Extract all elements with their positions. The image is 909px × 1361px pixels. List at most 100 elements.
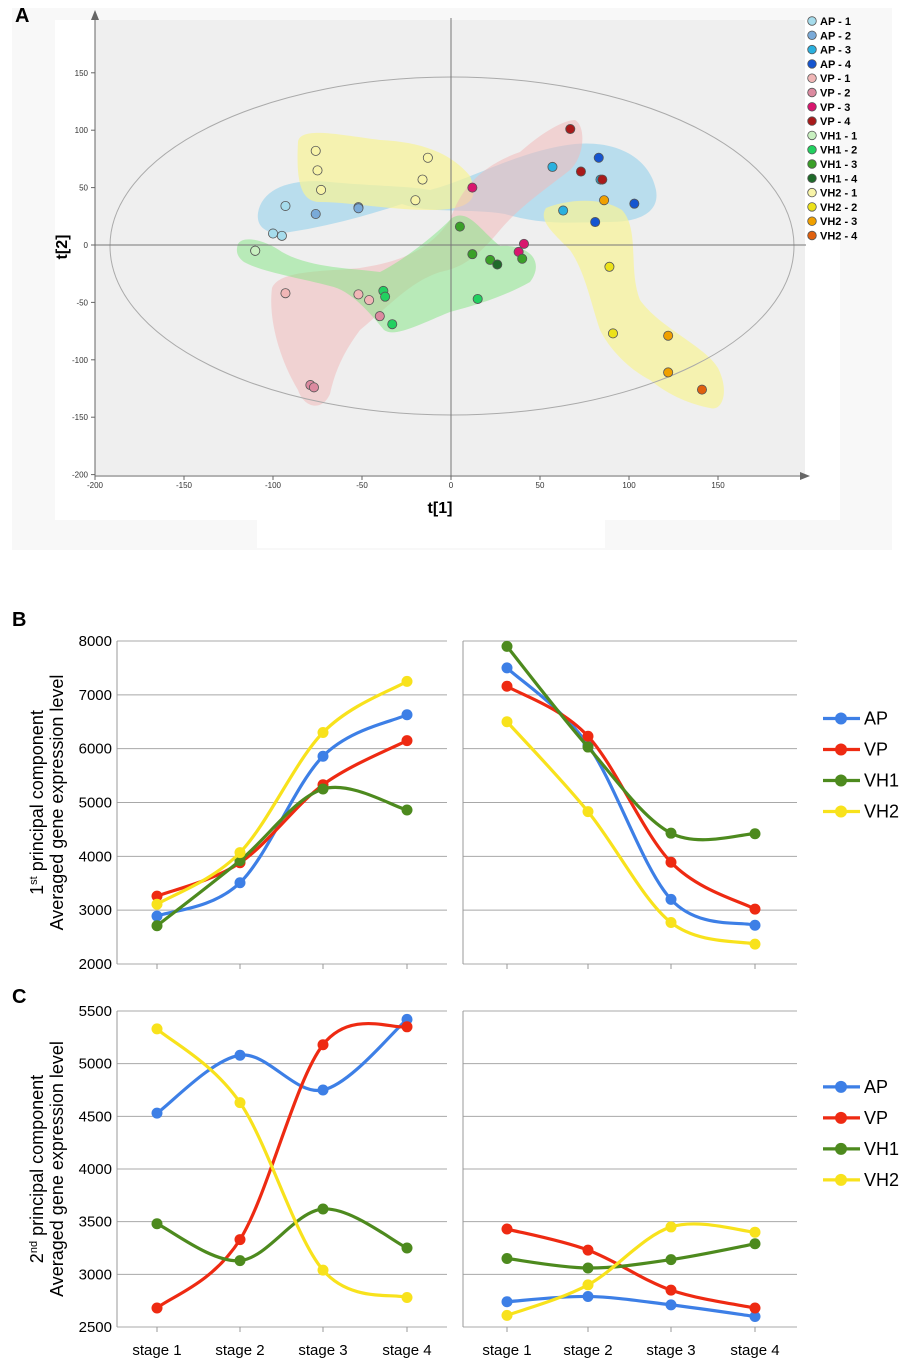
legend-marker-ap [835, 1080, 847, 1093]
scatter-point [316, 184, 327, 195]
y-tick-label: 3000 [79, 1266, 112, 1283]
x-category-label: stage 1 [132, 1342, 181, 1359]
data-point-vh1 [401, 804, 413, 816]
data-point-vh1 [234, 1255, 246, 1267]
y-tick-label: 50 [79, 184, 88, 193]
legend-label: VH1 - 4 [820, 173, 858, 185]
x-category-label: stage 2 [215, 1342, 264, 1359]
y-tick-label: 3500 [79, 1214, 112, 1231]
y-tick-label: 5000 [79, 795, 112, 812]
scatter-chart-a: -200 -150 -100 -50 0 50 100 150 -200 -150 -100 -50 0… [54, 10, 858, 517]
y-tick-label: 7000 [79, 687, 112, 704]
series-line-vp [506, 1227, 756, 1310]
data-point-vh1 [151, 920, 163, 932]
data-point-ap [317, 750, 329, 762]
data-point-vh2 [749, 1226, 761, 1238]
series-line-vh2 [156, 679, 408, 906]
scatter-point [422, 152, 433, 163]
scatter-point [565, 124, 576, 135]
legend-marker-ap [835, 712, 847, 725]
data-point-ap [234, 1049, 246, 1061]
legend-label: VH2 - 4 [820, 231, 858, 243]
legend-label: VP - 4 [820, 116, 851, 128]
data-point-vp [317, 1039, 329, 1051]
y-tick-label: -200 [72, 471, 89, 480]
legend-label: VH2 - 1 [820, 188, 857, 200]
data-point-vh1 [665, 827, 677, 839]
scatter-point [558, 205, 569, 216]
x-axis-title: t[1] [428, 500, 453, 517]
scatter-point [308, 382, 319, 393]
legend-label: AP - 3 [820, 45, 851, 57]
data-point-vh1 [749, 828, 761, 840]
data-point-vh1 [401, 1242, 413, 1254]
scatter-point [353, 203, 364, 214]
scatter-point [374, 311, 385, 322]
x-tick-label: -150 [176, 481, 193, 490]
scatter-point [590, 217, 601, 228]
legend-marker [807, 102, 817, 112]
series-line-vh1 [506, 1242, 756, 1270]
series-line-vp [506, 684, 756, 911]
legend-marker [807, 159, 817, 169]
x-category-label: stage 2 [563, 1342, 612, 1359]
hotelling-ellipse [109, 76, 795, 416]
data-point-vh2 [665, 1221, 677, 1233]
y-tick-label: 5500 [79, 1003, 112, 1020]
legend-label: AP - 4 [820, 59, 852, 71]
x-tick-label: -50 [356, 481, 368, 490]
data-point-ap [317, 1084, 329, 1096]
legend-marker [807, 73, 817, 83]
scatter-point [593, 152, 604, 163]
legend-marker [807, 30, 817, 41]
data-point-vh1 [501, 1253, 513, 1265]
panel-label-a: A [15, 5, 29, 27]
y-axis-title-line2: Averaged gene expression level [47, 1041, 67, 1297]
scatter-point [250, 245, 261, 256]
legend-marker-vp [835, 1111, 847, 1124]
legend-marker [807, 116, 817, 126]
y-tick-label: 3000 [79, 902, 112, 919]
hull-vh2-right [543, 200, 724, 409]
scatter-point [517, 253, 528, 264]
scatter-point [604, 261, 615, 272]
y-tick-label: 150 [75, 69, 89, 78]
data-point-vp [582, 1244, 594, 1256]
series-line-ap [505, 666, 756, 927]
x-tick-label: 0 [449, 481, 454, 490]
data-point-ap [234, 877, 246, 889]
x-tick-label: 50 [536, 481, 545, 490]
y-tick-label: 2500 [79, 1319, 112, 1336]
data-point-vp [234, 1234, 246, 1246]
scatter-point [467, 249, 478, 260]
data-point-vh2 [317, 1264, 329, 1276]
scatter-point [310, 145, 321, 156]
legend-marker [807, 187, 817, 198]
data-point-ap [749, 1310, 761, 1322]
data-point-vh1 [665, 1254, 677, 1266]
legend-marker-vh1 [835, 774, 847, 787]
data-point-vh2 [234, 1097, 246, 1109]
data-point-vh1 [151, 1218, 163, 1230]
y-tick-label: -50 [76, 298, 88, 307]
legend-marker [807, 130, 817, 141]
scatter-point [467, 182, 478, 193]
legend-label-ap: AP [864, 709, 888, 729]
scatter-point [410, 195, 421, 206]
y-tick-label: 100 [75, 126, 89, 135]
legend-marker-vh2 [835, 805, 847, 818]
legend-label: VP - 2 [820, 88, 850, 100]
data-point-vp [749, 1302, 761, 1314]
scatter-point [597, 174, 608, 185]
data-point-vh1 [582, 1262, 594, 1274]
x-tick-label: -100 [265, 481, 282, 490]
legend-label: VH1 - 2 [820, 145, 857, 157]
data-point-vp [749, 903, 761, 915]
data-point-vh2 [151, 898, 163, 910]
data-point-vh2 [665, 917, 677, 929]
legend-label-vh2: VH2 [864, 1170, 899, 1190]
data-point-vh1 [317, 783, 329, 795]
legend-label-vh1: VH1 [864, 771, 899, 791]
y-tick-label: -150 [72, 413, 89, 422]
